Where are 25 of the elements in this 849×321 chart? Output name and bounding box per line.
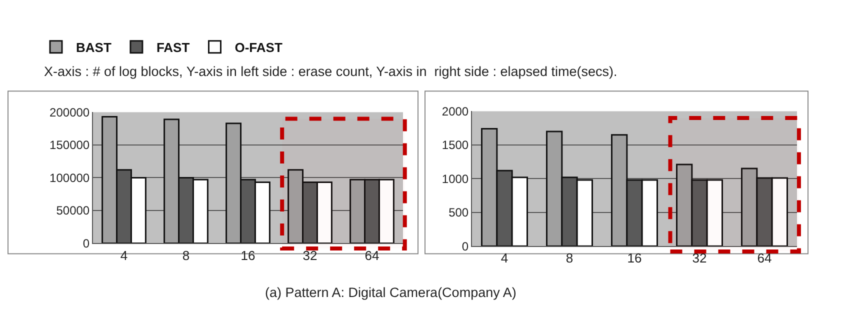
chart-subtitle: X-axis : # of log blocks, Y-axis in left side : erase count, Y-axis in right side : elapsed time(secs).	[44, 64, 618, 79]
y-tick-label: 100000	[50, 170, 90, 185]
x-tick-label: 4	[120, 248, 128, 263]
text: (a) Pattern A: Digital Camera(Company A)	[265, 285, 516, 300]
x-tick-label: 16	[240, 248, 256, 263]
x-tick-label: 4	[500, 250, 508, 266]
y-tick-label: 0	[462, 239, 469, 254]
y-tick-label: 2000	[442, 104, 469, 118]
y-tick-label: 200000	[50, 105, 90, 120]
x-tick-label: 64	[364, 248, 380, 263]
y-tick-label: 1500	[442, 138, 469, 152]
x-tick-label: 64	[757, 250, 772, 266]
y-tick-label: 150000	[50, 138, 90, 152]
y-tick-label: 0	[82, 236, 90, 250]
legend-label: FAST	[156, 40, 190, 55]
x-tick-label: 32	[692, 250, 707, 266]
legend-label: BAST	[76, 40, 112, 55]
y-tick-label: 1000	[442, 172, 469, 186]
x-tick-label: 8	[566, 250, 574, 266]
x-tick-label: 16	[627, 250, 642, 266]
x-tick-label: 8	[182, 248, 190, 263]
y-tick-label: 500	[448, 206, 469, 220]
legend-label: O-FAST	[234, 40, 282, 55]
x-tick-label: 32	[302, 248, 318, 263]
y-tick-label: 50000	[56, 204, 90, 218]
